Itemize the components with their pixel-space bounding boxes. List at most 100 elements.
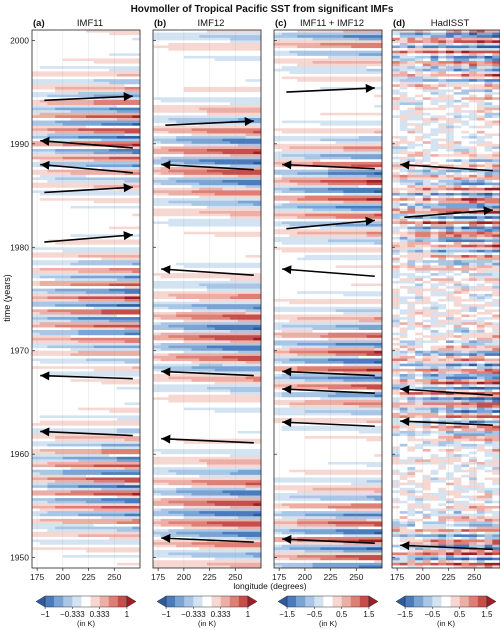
heatmap-cell bbox=[168, 167, 177, 170]
heatmap-cell bbox=[32, 53, 41, 57]
propagation-arrow bbox=[40, 371, 133, 381]
heatmap-cell bbox=[62, 174, 71, 178]
heatmap-cell bbox=[55, 474, 64, 478]
heatmap-cell bbox=[93, 257, 102, 261]
heatmap-cell bbox=[230, 110, 239, 114]
heatmap-cell bbox=[70, 123, 79, 127]
heatmap-cell bbox=[93, 177, 102, 181]
heatmap-cell bbox=[93, 544, 102, 548]
heatmap-cell bbox=[245, 195, 254, 199]
heatmap-cell bbox=[214, 218, 223, 222]
heatmap-cell bbox=[70, 503, 79, 507]
heatmap-cell bbox=[47, 327, 56, 331]
heatmap-cell bbox=[78, 319, 87, 323]
heatmap-cell bbox=[124, 278, 133, 282]
heatmap-cell bbox=[32, 286, 41, 289]
heatmap-cell bbox=[132, 236, 141, 240]
heatmap-cell bbox=[32, 467, 41, 471]
heatmap-cell bbox=[160, 71, 169, 75]
heatmap-cell bbox=[191, 361, 200, 364]
heatmap-cell bbox=[101, 456, 110, 460]
heatmap-cell bbox=[153, 386, 162, 390]
heatmap-cell bbox=[214, 37, 223, 41]
y-tick-label: 1950 bbox=[10, 553, 29, 563]
heatmap-cell bbox=[168, 211, 177, 214]
heatmap-cell bbox=[62, 505, 71, 509]
heatmap-cell bbox=[39, 490, 48, 494]
heatmap-cell bbox=[116, 107, 125, 111]
heatmap-cell bbox=[153, 247, 162, 251]
heatmap-cell bbox=[191, 79, 200, 83]
heatmap-cell bbox=[160, 309, 169, 313]
heatmap-cell bbox=[132, 203, 141, 207]
heatmap-cell bbox=[116, 195, 125, 199]
heatmap-cell bbox=[245, 68, 254, 72]
heatmap-cell bbox=[124, 472, 133, 476]
heatmap-cell bbox=[101, 53, 110, 57]
heatmap-cell bbox=[160, 252, 169, 256]
heatmap-cell bbox=[214, 115, 223, 119]
heatmap-cell bbox=[176, 236, 185, 240]
heatmap-cell bbox=[222, 172, 231, 176]
heatmap-cell bbox=[222, 342, 231, 346]
heatmap-cell bbox=[183, 327, 192, 331]
heatmap-cell bbox=[160, 177, 169, 181]
heatmap-cell bbox=[245, 154, 254, 158]
heatmap-cell bbox=[199, 252, 208, 256]
heatmap-cell bbox=[62, 169, 71, 173]
heatmap-cell bbox=[199, 226, 208, 230]
heatmap-cell bbox=[230, 89, 239, 93]
heatmap-cell bbox=[176, 110, 185, 114]
heatmap-cell bbox=[70, 117, 79, 121]
heatmap-cell bbox=[109, 526, 118, 530]
heatmap-cell bbox=[207, 164, 216, 168]
heatmap-cell bbox=[191, 58, 200, 62]
heatmap-cell bbox=[253, 283, 262, 287]
heatmap-cell bbox=[93, 148, 102, 152]
heatmap-cell bbox=[70, 239, 79, 243]
heatmap-cell bbox=[253, 161, 262, 165]
heatmap-cell bbox=[70, 146, 79, 150]
heatmap-cell bbox=[124, 562, 133, 566]
heatmap-cell bbox=[230, 229, 239, 233]
heatmap-cell bbox=[199, 304, 208, 308]
heatmap-cell bbox=[93, 262, 102, 266]
heatmap-cell bbox=[237, 174, 246, 178]
heatmap-cell bbox=[101, 549, 110, 553]
heatmap-cell bbox=[78, 474, 87, 478]
heatmap-cell bbox=[116, 536, 125, 540]
heatmap-cell bbox=[199, 48, 208, 51]
heatmap-cell bbox=[214, 236, 223, 240]
heatmap-cell bbox=[55, 167, 64, 170]
heatmap-cell bbox=[116, 291, 125, 295]
heatmap-cell bbox=[132, 443, 141, 447]
heatmap-cell bbox=[86, 477, 95, 481]
heatmap-cell bbox=[62, 492, 71, 496]
heatmap-cell bbox=[109, 71, 118, 75]
heatmap-cell bbox=[116, 223, 125, 227]
heatmap-cell bbox=[176, 115, 185, 119]
heatmap-cell bbox=[168, 386, 177, 390]
heatmap-cell bbox=[109, 61, 118, 64]
heatmap-cell bbox=[245, 105, 254, 108]
heatmap-cell bbox=[78, 120, 87, 124]
heatmap-cell bbox=[222, 107, 231, 111]
heatmap-cell bbox=[207, 167, 216, 170]
heatmap-cell bbox=[70, 283, 79, 287]
heatmap-cell bbox=[176, 161, 185, 165]
heatmap-cell bbox=[183, 255, 192, 258]
heatmap-cell bbox=[124, 319, 133, 323]
heatmap-cell bbox=[101, 379, 110, 383]
heatmap-cell bbox=[237, 110, 246, 114]
heatmap-cell bbox=[116, 394, 125, 398]
heatmap-cell bbox=[132, 518, 141, 522]
heatmap-cell bbox=[160, 97, 169, 101]
heatmap-cell bbox=[101, 182, 110, 186]
heatmap-cell bbox=[132, 273, 141, 277]
heatmap-cell bbox=[207, 42, 216, 46]
heatmap-cell bbox=[93, 309, 102, 313]
heatmap-cell bbox=[55, 490, 64, 494]
heatmap-cell bbox=[47, 205, 56, 209]
heatmap-cell bbox=[109, 293, 118, 297]
heatmap-cell bbox=[109, 438, 118, 442]
